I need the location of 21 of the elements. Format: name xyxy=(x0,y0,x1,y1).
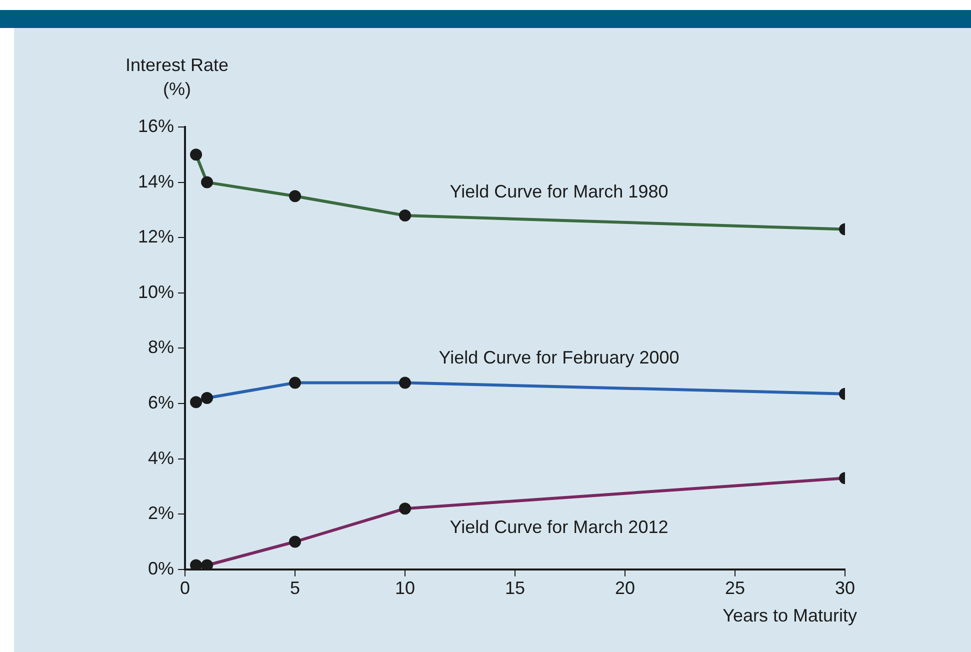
x-tick-label: 15 xyxy=(505,578,526,598)
x-tick-label: 0 xyxy=(180,578,190,598)
x-axis-title: Years to Maturity xyxy=(722,605,857,626)
y-tick-label: 10% xyxy=(138,282,174,302)
series-label: Yield Curve for March 2012 xyxy=(450,516,668,537)
y-tick-label: 8% xyxy=(148,337,174,358)
y-tick-label: 6% xyxy=(148,392,174,412)
x-tick-label: 30 xyxy=(834,578,856,598)
y-tick-label: 4% xyxy=(148,448,174,468)
y-tick-label: 16% xyxy=(138,116,174,136)
x-tick-label: 25 xyxy=(724,578,746,598)
x-tick-label: 5 xyxy=(290,578,300,598)
y-tick-label: 2% xyxy=(148,503,174,524)
y-tick-label: 14% xyxy=(138,171,174,192)
series-label: Yield Curve for February 2000 xyxy=(438,348,680,368)
y-tick-label: 12% xyxy=(138,226,174,247)
x-tick-label: 20 xyxy=(614,578,636,598)
series-label: Yield Curve for March 1980 xyxy=(450,181,668,202)
x-tick-label: 10 xyxy=(395,578,416,598)
y-axis-title: Interest Rate (%) xyxy=(125,55,229,99)
y-tick-label: 0% xyxy=(148,558,174,578)
